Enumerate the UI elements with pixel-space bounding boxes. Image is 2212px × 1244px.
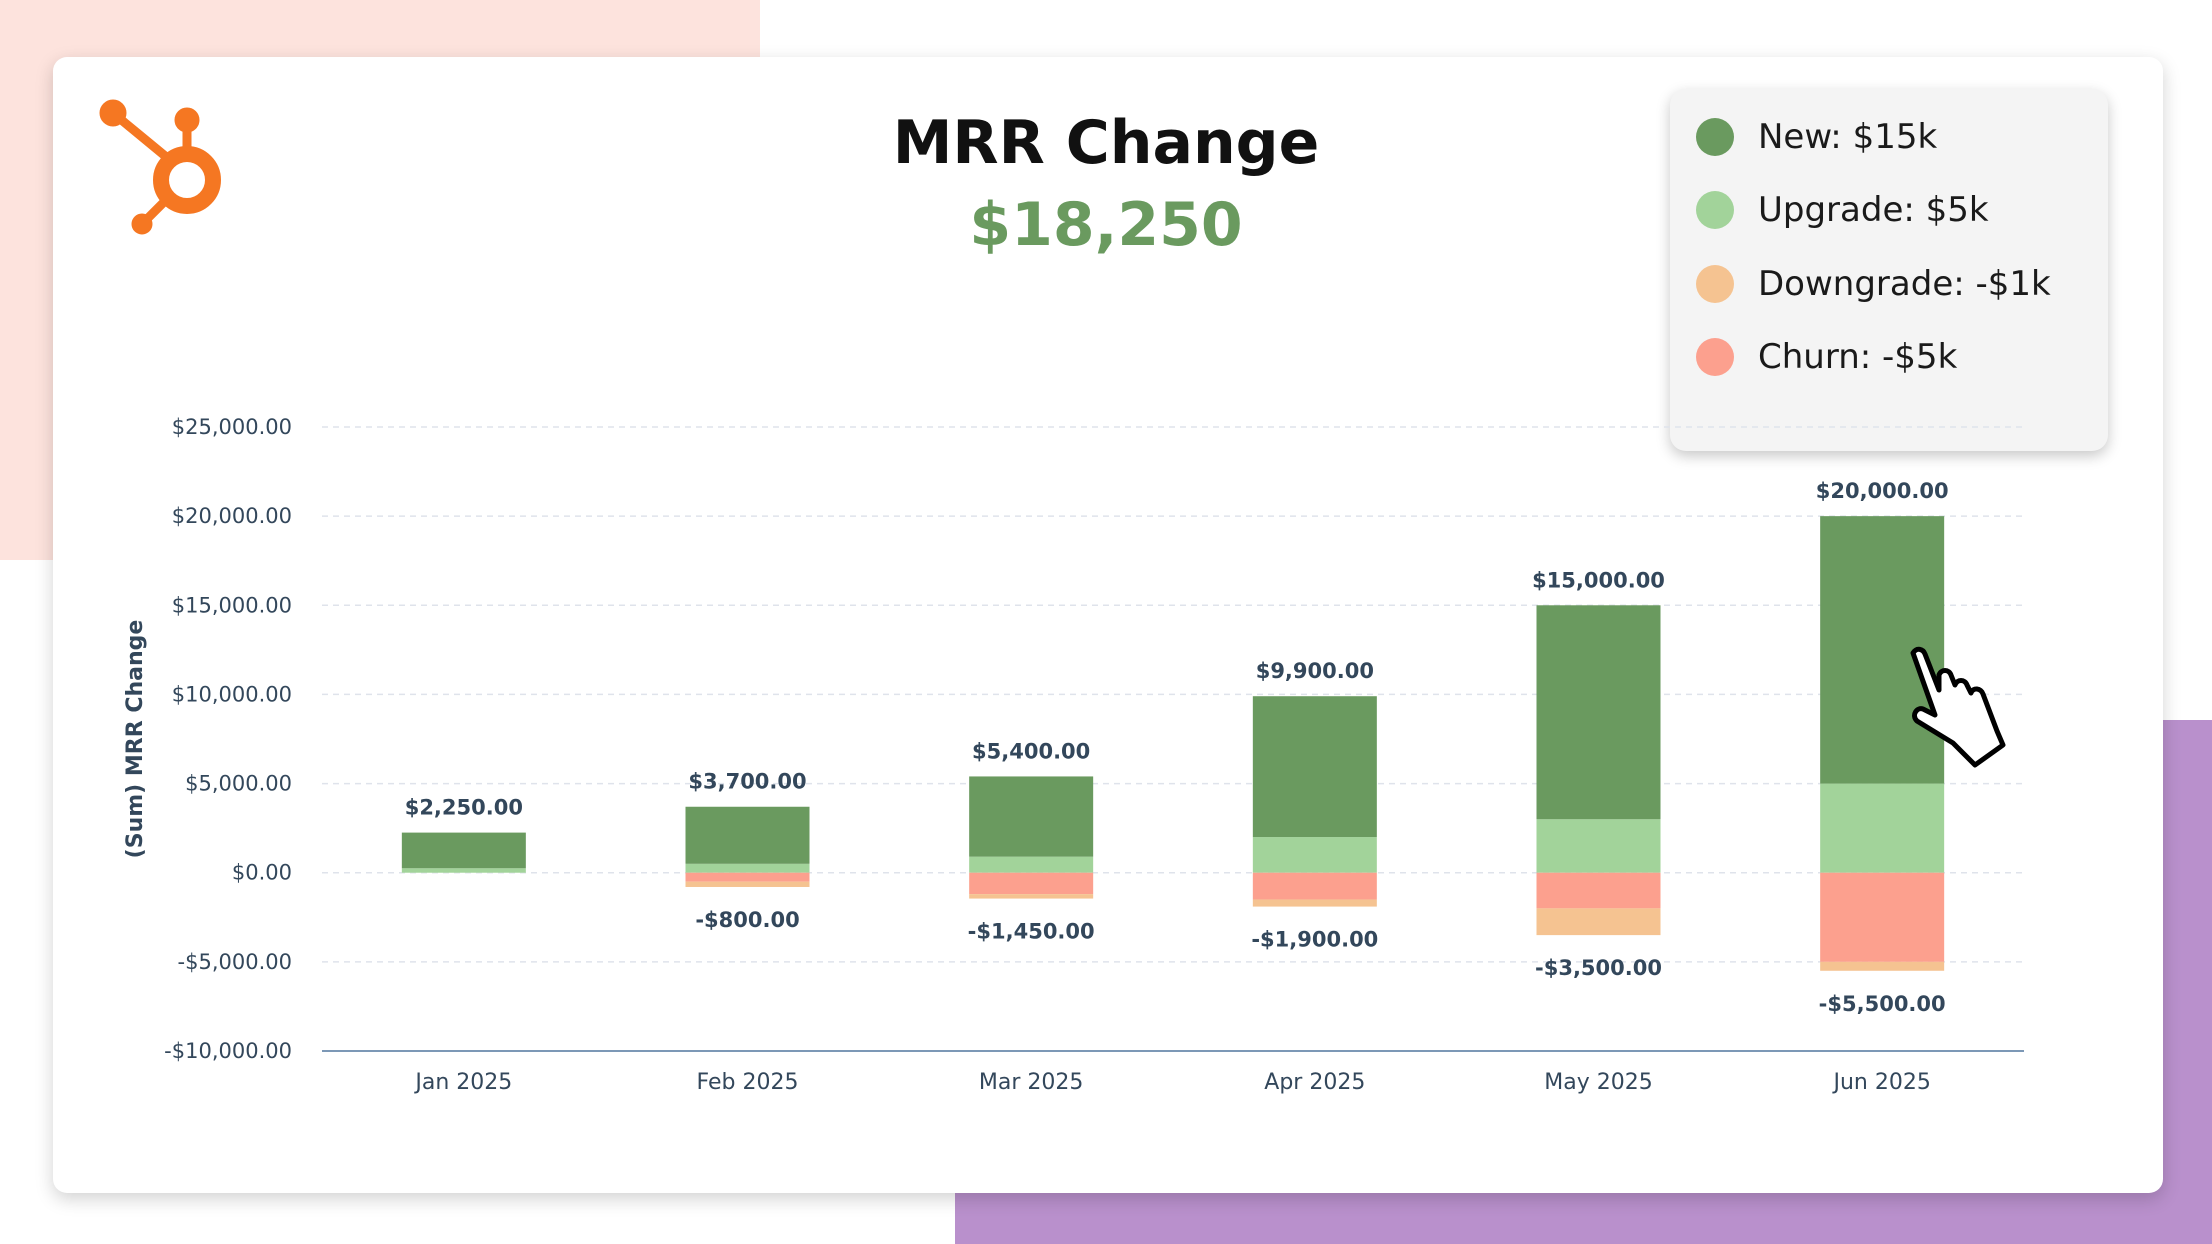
bar-segment-downgrade [685,881,810,887]
bar-segment-upgrade [401,868,526,873]
legend-swatch [1696,265,1734,303]
bar-segment-upgrade [1536,819,1661,873]
bar-segment-upgrade [1820,783,1945,873]
bar-segment-downgrade [1820,961,1945,971]
bar-segment-upgrade [969,856,1094,873]
x-tick-label: May 2025 [1544,1070,1652,1095]
bar-segment-downgrade [1252,899,1377,907]
bar-segment-upgrade [1252,837,1377,873]
positive-total-label: $3,700.00 [688,770,806,794]
negative-total-label: -$1,450.00 [968,920,1095,944]
bar-segment-new [685,806,810,864]
bar-segment-churn [1820,872,1945,962]
bar-segment-churn [969,872,1094,895]
positive-total-label: $15,000.00 [1532,568,1665,592]
bar-segment-churn [1536,872,1661,909]
y-tick-label: -$10,000.00 [164,1039,292,1063]
positive-total-label: $20,000.00 [1816,479,1949,503]
y-tick-label: $25,000.00 [172,415,292,439]
positive-total-label: $2,250.00 [405,796,523,820]
legend-label: Upgrade: $5k [1758,190,1989,230]
y-tick-label: $15,000.00 [172,593,292,617]
bar-segment-new [401,832,526,869]
legend-swatch [1696,118,1734,156]
bar-segment-churn [685,872,810,882]
y-axis-label: (Sum) MRR Change [123,620,148,859]
y-tick-label: $10,000.00 [172,682,292,706]
legend-label: Downgrade: -$1k [1758,264,2051,304]
bar-segment-upgrade [685,863,810,873]
legend-item-churn: Churn: -$5k [1696,337,1957,377]
total-mrr-value: $18,250 [969,190,1243,260]
negative-total-label: -$1,900.00 [1251,928,1378,952]
positive-total-label: $5,400.00 [972,739,1090,763]
hand-pointer-icon [1910,646,2006,768]
hubspot-sprocket-icon [99,99,221,235]
bar-segment-new [969,776,1094,857]
legend-label: Churn: -$5k [1758,337,1958,377]
bar-segment-new [1536,605,1661,820]
negative-total-label: -$800.00 [695,908,799,932]
x-tick-label: Apr 2025 [1264,1070,1365,1095]
x-tick-label: Mar 2025 [979,1070,1084,1095]
legend-item-downgrade: Downgrade: -$1k [1696,264,2051,304]
y-tick-label: $0.00 [232,861,292,885]
y-tick-label: $5,000.00 [185,772,292,796]
positive-total-label: $9,900.00 [1256,659,1374,683]
legend-item-upgrade: Upgrade: $5k [1696,190,1989,230]
legend-swatch [1696,338,1734,376]
chart-title: MRR Change [892,108,1320,178]
legend-swatch [1696,191,1734,229]
bar-segment-churn [1252,872,1377,900]
bar-segment-new [1252,696,1377,838]
bar-segment-downgrade [1536,908,1661,936]
y-tick-label: $20,000.00 [172,504,292,528]
bar-segment-downgrade [969,894,1094,899]
negative-total-label: -$3,500.00 [1535,956,1662,980]
legend-label: New: $15k [1758,117,1938,157]
negative-total-label: -$5,500.00 [1819,992,1946,1016]
legend-item-new: New: $15k [1696,117,1937,157]
x-tick-label: Jun 2025 [1831,1070,1930,1095]
x-tick-label: Jan 2025 [413,1070,512,1095]
y-tick-label: -$5,000.00 [178,950,292,974]
legend: New: $15k Upgrade: $5k Downgrade: -$1k C… [1670,89,2108,451]
x-tick-label: Feb 2025 [697,1070,799,1095]
